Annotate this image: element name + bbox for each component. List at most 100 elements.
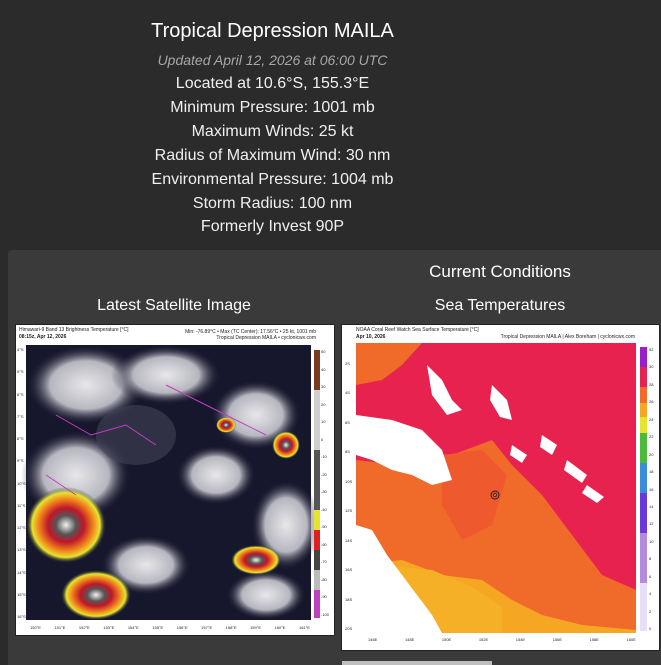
satellite-header-stats: Min: -76.89°C • Max (TC Center): 17.56°C…	[185, 329, 316, 335]
satellite-colorbar-tick: -10	[321, 454, 327, 460]
satellite-header-title: Himawari-9 Band 13 Brightness Temperatur…	[19, 327, 129, 333]
satellite-lat-label: 15°S	[17, 591, 26, 597]
satellite-lat-label: 13°S	[17, 547, 26, 553]
satellite-colorbar-tick: -80	[321, 576, 327, 582]
sst-lon-label: 150E	[441, 637, 452, 642]
sst-header-date: Apr 10, 2026	[356, 334, 386, 340]
satellite-lat-label: 8°S	[17, 436, 24, 441]
sst-lat-label: 2S	[345, 361, 350, 366]
sst-image-header: NOAA Coral Reef Watch Sea Surface Temper…	[342, 325, 659, 343]
sst-lon-label: 154E	[515, 637, 526, 642]
satellite-lon-label: 154°E	[127, 625, 139, 630]
sst-lat-label: 14S	[345, 537, 353, 543]
sst-lon-label: 156E	[552, 637, 563, 642]
sst-colorbar-tick: 24	[649, 416, 654, 422]
satellite-lon-label: 160°E	[274, 625, 286, 630]
satellite-lat-label: 10°S	[17, 480, 26, 486]
satellite-lat-label: 6°S	[17, 391, 24, 397]
sst-colorbar-tick: 26	[649, 399, 654, 405]
satellite-lat-label: 5°S	[17, 369, 24, 375]
satellite-header-credit: Tropical Depression MAILA • cyclonicwx.c…	[216, 335, 316, 341]
satellite-lon-label: 157°E	[201, 625, 213, 630]
satellite-lon-label: 159°E	[250, 625, 262, 630]
sst-lat-label: 4S	[345, 390, 350, 396]
sst-caption: Sea Temperatures	[434, 297, 566, 314]
satellite-lat-label: 12°S	[17, 525, 26, 530]
satellite-colorbar-tick: -20	[321, 471, 327, 477]
sst-lat-label: 12S	[345, 508, 353, 514]
sst-colorbar-tick: 6	[649, 573, 652, 579]
satellite-lat-labels: 4°S 5°S 6°S 7°S 8°S 9°S 10°S 11°S 12°S 1…	[17, 347, 26, 619]
satellite-colorbar-tick: -40	[321, 506, 327, 512]
sst-lat-labels: 2S 4S 6S 8S 10S 12S 14S 16S 18S 20S	[345, 361, 355, 631]
sst-colorbar-tick: 28	[649, 381, 654, 387]
sst-lon-label: 160E	[626, 637, 636, 642]
satellite-lon-labels: 150°E 151°E 152°E 153°E 154°E 155°E 156°…	[30, 625, 310, 630]
satellite-lat-label: 14°S	[17, 569, 26, 575]
sst-lon-label: 146E	[368, 637, 378, 642]
satellite-lat-label: 11°S	[17, 502, 26, 508]
sst-lat-label: 18S	[345, 596, 353, 602]
sst-colorbar-tick: 0	[649, 626, 652, 631]
storm-formerly: Formerly Invest 90P	[200, 218, 345, 235]
storm-env-pressure: Environmental Pressure: 1004 mb	[151, 171, 394, 188]
storm-title: Tropical Depression MAILA	[151, 20, 394, 42]
satellite-colorbar-tick: 50	[321, 349, 326, 354]
satellite-lon-label: 150°E	[30, 625, 41, 630]
sst-lat-label: 8S	[345, 449, 350, 455]
satellite-lat-label: 16°S	[17, 614, 26, 619]
sst-colorbar-tick: 10	[649, 538, 654, 544]
satellite-image-header: Himawari-9 Band 13 Brightness Temperatur…	[16, 325, 334, 345]
satellite-lon-label: 151°E	[54, 625, 66, 630]
satellite-lon-label: 158°E	[225, 625, 237, 630]
sst-map	[356, 343, 647, 633]
sst-colorbar-tick: 8	[649, 556, 652, 562]
sst-colorbar-tick: 32	[649, 347, 654, 352]
satellite-colorbar-tick: -30	[321, 489, 327, 495]
satellite-colorbar-tick: 40	[321, 366, 326, 372]
storm-rmw: Radius of Maximum Wind: 30 nm	[154, 147, 391, 164]
satellite-colorbar-tick: 30	[321, 384, 326, 390]
satellite-lat-label: 7°S	[17, 413, 24, 419]
satellite-map	[21, 345, 321, 620]
sst-colorbar-tick: 2	[649, 608, 652, 614]
sst-colorbar-ticks: 32 30 28 26 24 22 20 18 16 14 12 10 8 6 …	[649, 347, 657, 631]
storm-radius: Storm Radius: 100 nm	[192, 195, 353, 212]
updated-timestamp: Updated April 12, 2026 at 06:00 UTC	[157, 52, 388, 68]
satellite-lon-label: 156°E	[176, 625, 188, 630]
sst-header-title: NOAA Coral Reef Watch Sea Surface Temper…	[356, 327, 479, 333]
storm-max-winds: Maximum Winds: 25 kt	[191, 123, 354, 140]
satellite-lon-label: 153°E	[103, 625, 115, 630]
sst-lon-label: 158E	[589, 637, 599, 642]
satellite-colorbar-tick: 0	[321, 436, 324, 442]
satellite-colorbar-tick: 10	[321, 419, 326, 425]
sst-lat-label: 6S	[345, 419, 350, 425]
satellite-image[interactable]: Himawari-9 Band 13 Brightness Temperatur…	[15, 324, 335, 636]
satellite-colorbar-tick: -70	[321, 559, 327, 565]
satellite-caption: Latest Satellite Image	[97, 297, 251, 314]
sst-image[interactable]: NOAA Coral Reef Watch Sea Surface Temper…	[341, 324, 660, 651]
current-conditions-heading: Current Conditions	[429, 262, 571, 281]
satellite-lat-label: 9°S	[17, 458, 24, 464]
storm-min-pressure: Minimum Pressure: 1001 mb	[170, 99, 375, 116]
sst-colorbar-tick: 12	[649, 521, 654, 527]
satellite-colorbar-tick: -100	[321, 611, 330, 617]
sst-colorbar-tick: 30	[649, 364, 654, 370]
satellite-lon-label: 161°E	[298, 625, 310, 630]
satellite-lon-label: 155°E	[152, 625, 164, 630]
satellite-colorbar-tick: -90	[321, 594, 327, 600]
sst-colorbar-tick: 18	[649, 469, 654, 475]
sst-colorbar-tick: 20	[649, 451, 654, 457]
satellite-colorbar-tick: 20	[321, 401, 326, 407]
sst-colorbar-tick: 4	[649, 591, 652, 597]
sst-colorbar-tick: 22	[649, 434, 654, 440]
sst-lat-label: 20S	[345, 625, 353, 631]
satellite-lon-label: 152°E	[78, 625, 90, 630]
sst-lat-label: 10S	[345, 478, 353, 484]
satellite-colorbar-tick: -50	[321, 524, 327, 530]
sst-colorbar-tick: 14	[649, 503, 654, 509]
sst-lon-label: 152E	[478, 637, 489, 642]
sst-lon-label: 148E	[404, 637, 415, 642]
satellite-header-date: 08:15z, Apr 12, 2026	[19, 334, 67, 340]
sst-header-credit: Tropical Depression MAILA | Alex Boreham…	[500, 334, 635, 340]
